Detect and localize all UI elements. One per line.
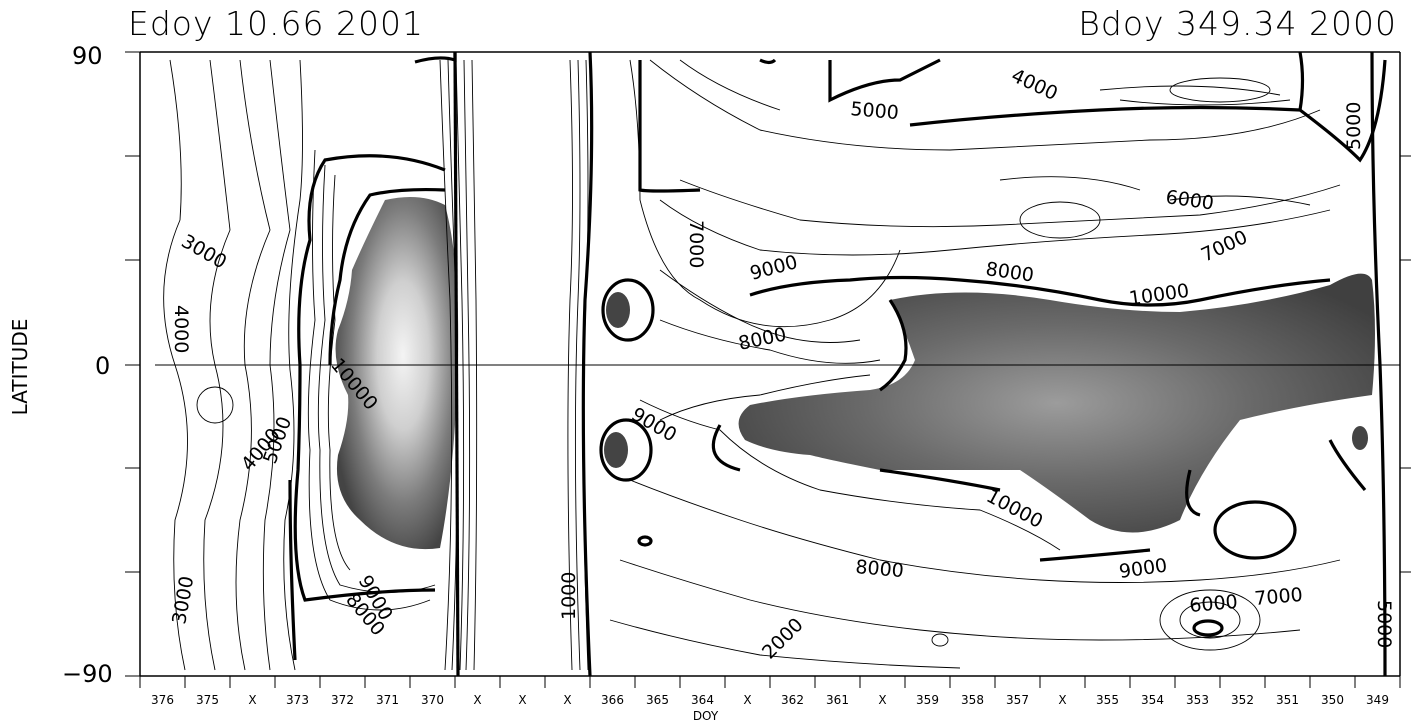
x-tick-label: X xyxy=(878,693,886,707)
x-tick-label: 366 xyxy=(601,693,624,707)
contour-label-7000-b: 7000 xyxy=(1254,584,1304,610)
x-tick-label: 359 xyxy=(916,693,939,707)
chart-header-right: Bdoy 349.34 2000 xyxy=(1078,4,1397,43)
x-tick-label: 370 xyxy=(421,693,444,707)
contour-label-8000-c: 8000 xyxy=(736,323,788,355)
x-tick-label: X xyxy=(473,693,481,707)
contour-label-4000-a: 4000 xyxy=(170,305,192,353)
x-tick-label: 352 xyxy=(1231,693,1254,707)
x-tick-label: 372 xyxy=(331,693,354,707)
contour-label-5000-top: 5000 xyxy=(850,98,900,124)
x-tick-label: 375 xyxy=(196,693,219,707)
contour-label-8000-d: 8000 xyxy=(855,556,905,582)
x-tick-label: X xyxy=(563,693,571,707)
shaded-spot-b xyxy=(604,432,628,468)
x-tick-label: 373 xyxy=(286,693,309,707)
contour-label-2000: 2000 xyxy=(758,614,808,664)
shaded-high-regions xyxy=(335,196,1375,550)
contour-label-5000-d: 5000 xyxy=(1373,600,1395,648)
x-tick-label: 361 xyxy=(826,693,849,707)
x-tick-label: 365 xyxy=(646,693,669,707)
x-tick-label: X xyxy=(743,693,751,707)
y-tick-90: 90 xyxy=(72,42,103,70)
x-axis-label: DOY xyxy=(692,709,719,723)
x-tick-label: X xyxy=(518,693,526,707)
contour-label-9000-b: 9000 xyxy=(628,403,681,446)
x-tick-label: 355 xyxy=(1096,693,1119,707)
x-tick-label: 353 xyxy=(1186,693,1209,707)
shaded-region-right xyxy=(738,273,1375,533)
x-tick-label: 371 xyxy=(376,693,399,707)
contour-label-10000: 10000 xyxy=(1128,280,1191,310)
contour-label-3000-a: 3000 xyxy=(178,230,231,273)
x-tick-label: 350 xyxy=(1321,693,1344,707)
shaded-spot-c xyxy=(1352,426,1368,450)
x-tick-label: 376 xyxy=(151,693,174,707)
contour-label-7000: 7000 xyxy=(1198,226,1251,266)
y-tick-minus90: −90 xyxy=(62,660,113,688)
shaded-region-left xyxy=(335,196,459,550)
x-tick-label: X xyxy=(1058,693,1066,707)
contour-label-6000-b: 6000 xyxy=(1189,591,1239,617)
x-tick-label: 351 xyxy=(1276,693,1299,707)
y-tick-0: 0 xyxy=(95,352,111,380)
x-tick-label: 354 xyxy=(1141,693,1164,707)
contour-label-7000-v: 7000 xyxy=(685,220,707,268)
contour-label-10000-b: 10000 xyxy=(983,485,1047,533)
contour-label-9000-c: 9000 xyxy=(1118,554,1169,583)
thick-contours xyxy=(288,51,1387,677)
x-tick-label: 362 xyxy=(781,693,804,707)
x-axis-ticks: 376 375 X 373 372 371 370 X X X 366 365 364 X 362 361 X 3… xyxy=(139,676,1401,707)
contour-label-3000-b: 3000 xyxy=(168,574,198,625)
x-tick-label: 349 xyxy=(1366,693,1389,707)
x-tick-label: 357 xyxy=(1006,693,1029,707)
chart-header-left: Edoy 10.66 2001 xyxy=(128,4,424,43)
x-tick-label: 364 xyxy=(691,693,714,707)
contour-label-4000-top: 4000 xyxy=(1008,65,1061,105)
x-tick-label: 358 xyxy=(961,693,984,707)
contour-label-9000: 9000 xyxy=(748,251,800,285)
shaded-spot-a xyxy=(606,292,630,328)
contour-label-1000: 1000 xyxy=(558,572,580,620)
contour-label-6000: 6000 xyxy=(1164,186,1215,215)
contour-label-5000-c: 5000 xyxy=(1343,102,1365,150)
x-tick-label: X xyxy=(248,693,256,707)
